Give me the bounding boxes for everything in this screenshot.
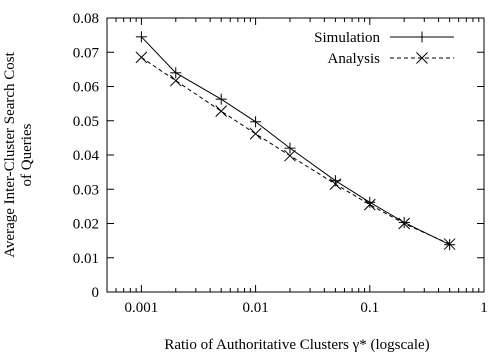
data-point-analysis (284, 149, 296, 162)
data-point-analysis (398, 217, 411, 230)
y-axis-label-line2: of Queries (19, 123, 35, 186)
x-tick-label: 0.01 (242, 300, 268, 316)
y-tick-label: 0 (92, 285, 100, 301)
y-tick-label: 0.02 (73, 217, 99, 233)
y-tick-label: 0.01 (73, 251, 99, 267)
x-tick-label: 1 (480, 300, 488, 316)
y-tick-label: 0.04 (73, 148, 100, 164)
legend: Simulation Analysis (314, 30, 454, 67)
data-point-simulation (250, 116, 262, 128)
data-point-simulation (135, 31, 147, 43)
data-point-analysis (135, 51, 148, 64)
data-point-simulation (284, 142, 296, 154)
data-series (135, 31, 456, 251)
data-point-analysis (329, 178, 342, 190)
y-tick-label: 0.07 (73, 45, 100, 61)
data-point-analysis (215, 105, 228, 118)
x-tick-label: 0.1 (360, 300, 379, 316)
data-point-simulation (215, 93, 227, 105)
legend-marker-simulation (416, 31, 428, 43)
data-point-analysis (169, 74, 182, 87)
y-tick-label: 0.05 (73, 114, 99, 130)
legend-label-simulation: Simulation (314, 30, 380, 46)
axes (106, 17, 485, 293)
x-tick-label: 0.001 (125, 300, 159, 316)
plot-frame (106, 17, 485, 293)
data-point-analysis (249, 127, 262, 140)
y-tick-label: 0.08 (73, 11, 99, 27)
y-tick-label: 0.06 (73, 80, 100, 96)
y-axis-label-line1: Average Inter-Cluster Search Cost (2, 51, 18, 257)
x-axis-label: Ratio of Authoritative Clusters γ* (logs… (164, 337, 429, 353)
tick-marks: 0 0.01 0.02 0.03 0.04 0.05 0.06 0.07 0.08 0.001 0.… (73, 11, 488, 316)
data-point-simulation (398, 216, 410, 228)
legend-label-analysis: Analysis (328, 51, 381, 67)
series-line-simulation (141, 36, 450, 246)
data-point-analysis (443, 238, 456, 250)
data-point-simulation (170, 67, 182, 79)
data-point-analysis (363, 198, 376, 211)
legend-marker-analysis (416, 52, 428, 64)
y-tick-label: 0.03 (73, 182, 99, 198)
